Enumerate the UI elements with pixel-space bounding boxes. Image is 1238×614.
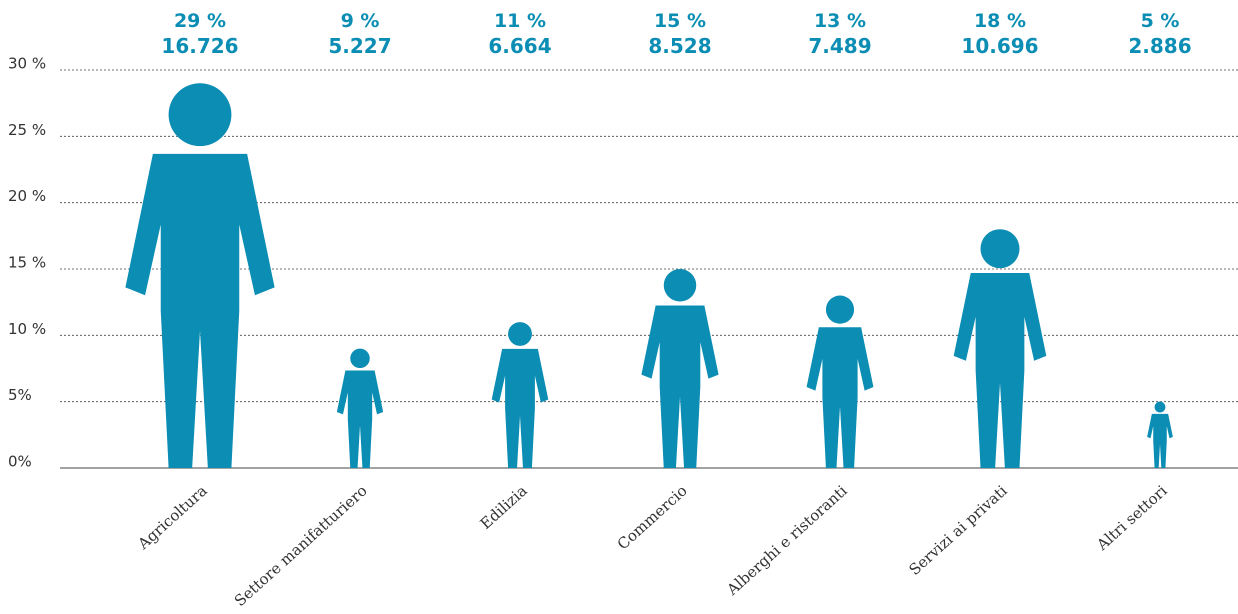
y-tick-label: 0% bbox=[8, 453, 32, 471]
count-label: 7.489 bbox=[808, 34, 871, 58]
count-label: 10.696 bbox=[961, 34, 1038, 58]
pictogram-figure bbox=[337, 349, 383, 468]
count-label: 2.886 bbox=[1128, 34, 1191, 58]
y-tick-label: 30 % bbox=[8, 55, 46, 73]
pictogram-figure bbox=[954, 229, 1047, 468]
x-tick-label: Alberghi e ristoranti bbox=[723, 481, 851, 599]
count-label: 5.227 bbox=[328, 34, 391, 58]
pictogram-figure bbox=[492, 322, 549, 468]
x-tick-label: Altri settori bbox=[1092, 481, 1170, 554]
x-tick-label: Agricoltura bbox=[134, 482, 211, 554]
chart: 0% 5% 10 % 15 % 20 % 25 % 30 % 29 %16.726 Agrico… bbox=[0, 0, 1238, 614]
y-tick-label: 10 % bbox=[8, 320, 46, 338]
y-tick-label: 20 % bbox=[8, 187, 46, 205]
count-label: 6.664 bbox=[488, 34, 551, 58]
value-label: 18 % bbox=[974, 10, 1026, 32]
y-tick-label: 25 % bbox=[8, 121, 46, 139]
value-label: 13 % bbox=[814, 10, 866, 32]
value-label: 15 % bbox=[654, 10, 706, 32]
value-label: 5 % bbox=[1141, 10, 1180, 32]
value-label: 11 % bbox=[494, 10, 546, 32]
x-tick-label: Edilizia bbox=[477, 482, 531, 533]
pictogram-figure bbox=[641, 269, 718, 468]
value-label: 9 % bbox=[341, 10, 380, 32]
count-label: 16.726 bbox=[161, 34, 238, 58]
pictogram-figure bbox=[807, 296, 874, 468]
x-tick-label: Commercio bbox=[614, 482, 691, 554]
pictogram-figure bbox=[1147, 402, 1173, 468]
value-label: 29 % bbox=[174, 10, 226, 32]
x-tick-label: Settore manifatturiero bbox=[231, 482, 371, 610]
y-tick-label: 5% bbox=[8, 386, 32, 404]
count-label: 8.528 bbox=[648, 34, 711, 58]
x-tick-label: Servizi ai privati bbox=[905, 481, 1010, 578]
pictogram-figure bbox=[125, 83, 274, 468]
y-tick-label: 15 % bbox=[8, 254, 46, 272]
